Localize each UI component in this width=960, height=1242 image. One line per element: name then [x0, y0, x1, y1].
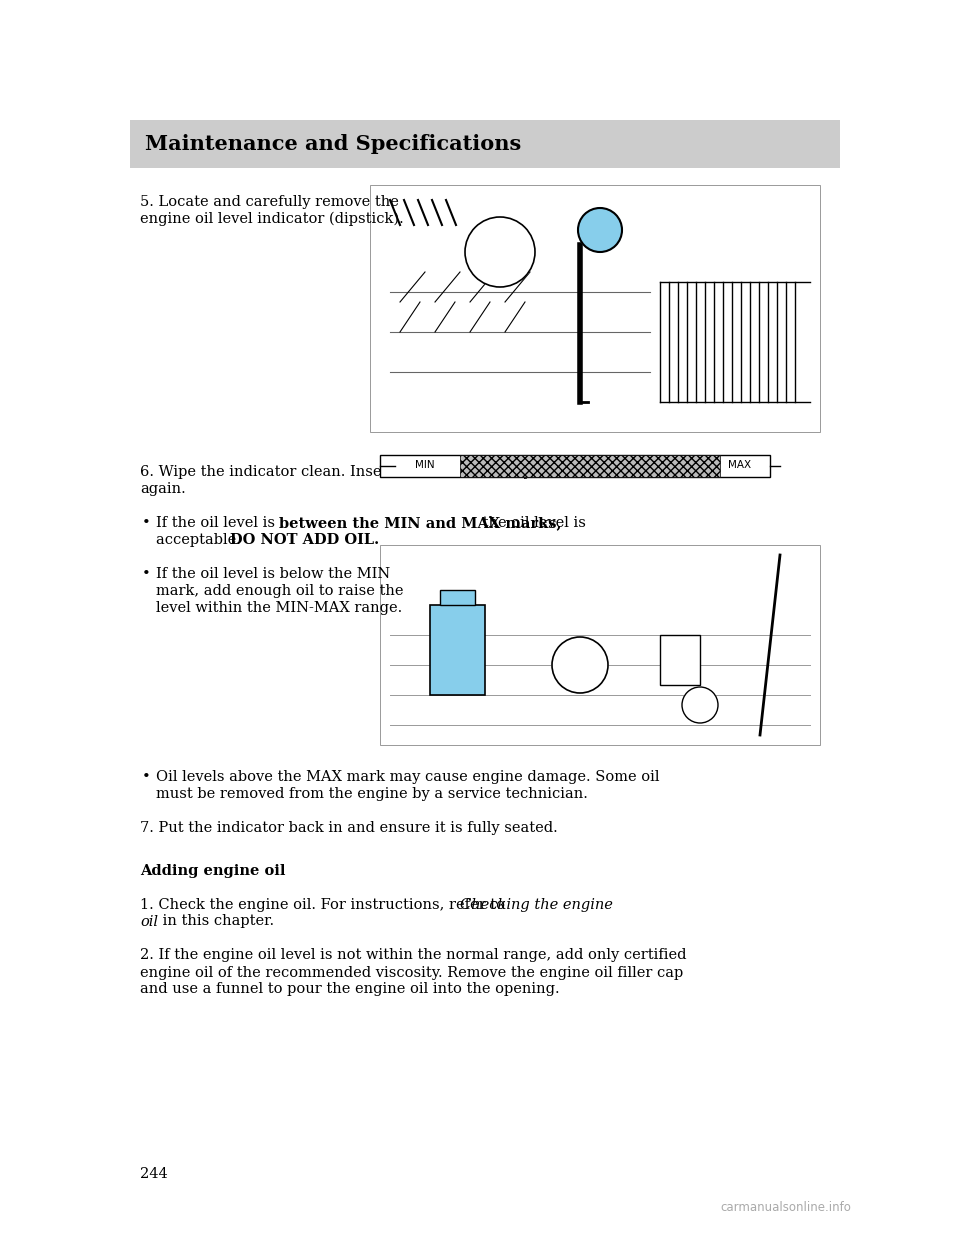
- Text: carmanualsonline.info: carmanualsonline.info: [720, 1201, 851, 1213]
- Text: MIN: MIN: [415, 460, 435, 469]
- Text: acceptable.: acceptable.: [156, 533, 246, 546]
- Text: •: •: [142, 515, 151, 530]
- Text: mark, add enough oil to raise the: mark, add enough oil to raise the: [156, 584, 403, 597]
- Text: Checking the engine: Checking the engine: [460, 898, 612, 912]
- Text: and use a funnel to pour the engine oil into the opening.: and use a funnel to pour the engine oil …: [140, 982, 560, 996]
- Bar: [370, 185, 820, 432]
- Text: 2. If the engine oil level is not within the normal range, add only certified: 2. If the engine oil level is not within…: [140, 949, 686, 963]
- Text: again.: again.: [140, 482, 185, 496]
- Text: DO NOT ADD OIL.: DO NOT ADD OIL.: [229, 533, 379, 546]
- Bar: [130, 120, 840, 168]
- Bar: [660, 635, 700, 686]
- Circle shape: [552, 637, 608, 693]
- Text: •: •: [142, 770, 151, 784]
- Text: in this chapter.: in this chapter.: [158, 914, 275, 929]
- Text: Oil levels above the MAX mark may cause engine damage. Some oil: Oil levels above the MAX mark may cause …: [156, 770, 660, 784]
- Bar: [440, 590, 475, 605]
- Text: 5. Locate and carefully remove the: 5. Locate and carefully remove the: [140, 195, 398, 209]
- Circle shape: [578, 207, 622, 252]
- Bar: [430, 605, 485, 696]
- Text: If the oil level is below the MIN: If the oil level is below the MIN: [156, 568, 391, 581]
- Text: engine oil of the recommended viscosity. Remove the engine oil filler cap: engine oil of the recommended viscosity.…: [140, 965, 684, 980]
- Text: Maintenance and Specifications: Maintenance and Specifications: [145, 134, 521, 154]
- Text: MAX: MAX: [729, 460, 752, 469]
- Text: Adding engine oil: Adding engine oil: [140, 863, 285, 878]
- Text: 244: 244: [140, 1167, 168, 1181]
- Text: engine oil level indicator (dipstick).: engine oil level indicator (dipstick).: [140, 212, 404, 226]
- Bar: [380, 455, 770, 477]
- Bar: [380, 545, 820, 745]
- Text: 6. Wipe the indicator clean. Insert the indicator fully, then remove it: 6. Wipe the indicator clean. Insert the …: [140, 465, 648, 479]
- Text: must be removed from the engine by a service technician.: must be removed from the engine by a ser…: [156, 787, 588, 801]
- Text: 7. Put the indicator back in and ensure it is fully seated.: 7. Put the indicator back in and ensure …: [140, 821, 558, 835]
- Text: oil: oil: [140, 914, 158, 929]
- Circle shape: [465, 217, 535, 287]
- Text: 1. Check the engine oil. For instructions, refer to: 1. Check the engine oil. For instruction…: [140, 898, 510, 912]
- Text: •: •: [142, 568, 151, 581]
- Text: between the MIN and MAX marks,: between the MIN and MAX marks,: [279, 515, 562, 530]
- Bar: [460, 455, 720, 477]
- Text: If the oil level is: If the oil level is: [156, 515, 279, 530]
- Circle shape: [682, 687, 718, 723]
- Text: level within the MIN-MAX range.: level within the MIN-MAX range.: [156, 601, 402, 615]
- Text: the oil level is: the oil level is: [478, 515, 587, 530]
